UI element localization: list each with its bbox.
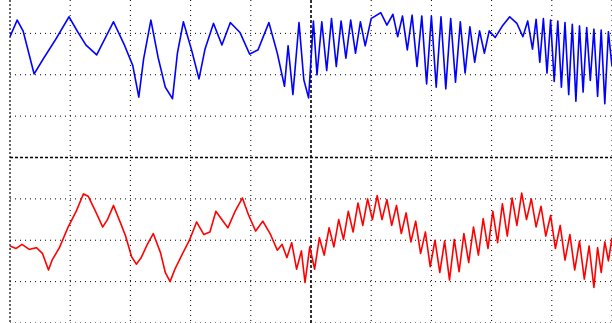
plot-traces bbox=[9, 11, 612, 289]
series-line-red bbox=[9, 192, 612, 289]
plot-grid bbox=[9, 0, 612, 323]
series-line-blue bbox=[9, 11, 612, 105]
